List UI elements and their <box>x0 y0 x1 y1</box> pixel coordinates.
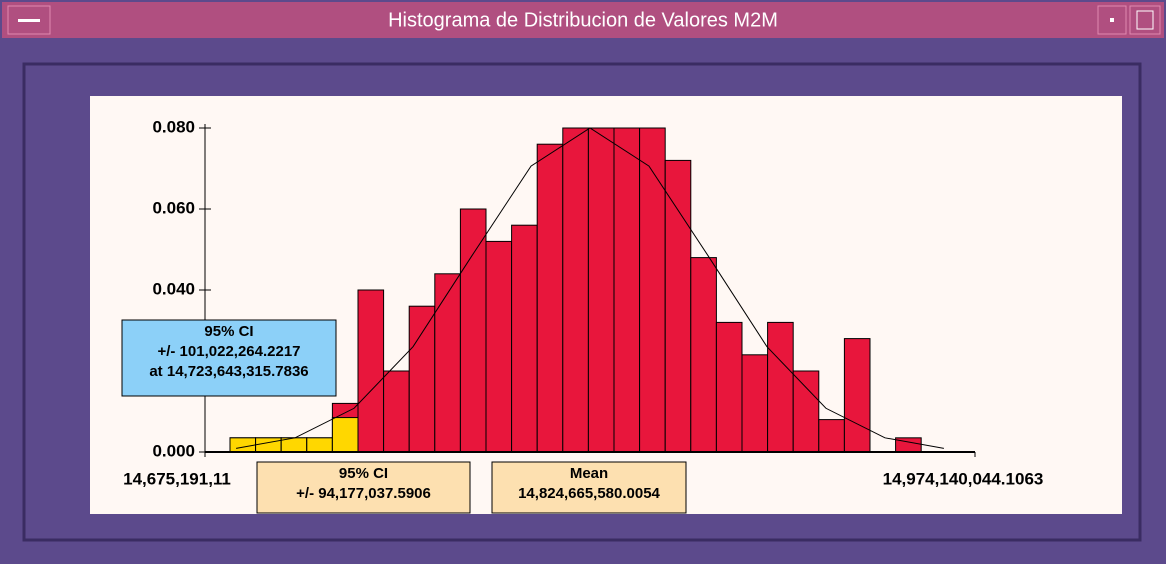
maximize-button[interactable] <box>1129 5 1161 35</box>
bar <box>639 127 666 453</box>
menu-button[interactable] <box>7 5 51 35</box>
bar <box>562 127 589 453</box>
x-tick-label: 14,974,140,044.1063 <box>883 469 1044 488</box>
minimize-icon <box>1110 18 1114 22</box>
bar <box>843 338 871 453</box>
bar <box>741 354 769 453</box>
bar <box>664 159 692 453</box>
annotation-text: 95% CI <box>339 465 388 482</box>
bar <box>767 321 794 453</box>
window-title: Histograma de Distribucion de Valores M2… <box>388 9 778 31</box>
bar <box>613 127 641 453</box>
tail-bar <box>306 437 333 453</box>
annotation-text: 14,824,665,580.0054 <box>518 485 660 502</box>
bar <box>792 370 820 453</box>
maximize-icon <box>1136 10 1154 30</box>
tail-bar <box>229 437 257 453</box>
y-tick-label: 0.080 <box>152 117 195 136</box>
bar <box>818 419 845 453</box>
y-tick-label: 0.060 <box>152 198 195 217</box>
bar <box>536 143 564 453</box>
bar <box>459 208 487 453</box>
bar <box>690 257 717 453</box>
annotation-text: Mean <box>570 465 608 482</box>
annotation-text: +/- 101,022,264.2217 <box>157 343 300 360</box>
bar <box>434 273 461 453</box>
bar <box>357 289 385 453</box>
annotation-box <box>491 461 687 514</box>
tail-bar <box>255 437 282 453</box>
tail-bar <box>331 417 359 453</box>
annotation-box <box>121 319 337 397</box>
bar <box>715 321 743 453</box>
menu-icon <box>18 19 40 22</box>
bar <box>408 305 436 453</box>
annotation-text: 95% CI <box>204 323 253 340</box>
bar <box>587 127 615 453</box>
fit-curve <box>236 127 944 449</box>
y-tick-label: 0.000 <box>152 441 195 460</box>
bar <box>511 224 538 453</box>
bar <box>383 370 410 453</box>
annotation-text: at 14,723,643,315.7836 <box>149 363 308 380</box>
plot: 0.0000.0200.0400.0600.08014,675,191,1114… <box>121 117 1044 514</box>
x-tick-label: 14,675,191,11 <box>123 469 231 488</box>
title-bar <box>2 2 1164 38</box>
y-tick-label: 0.040 <box>152 279 195 298</box>
annotation-box <box>256 461 471 514</box>
annotation-text: +/- 94,177,037.5906 <box>296 485 431 502</box>
bar <box>485 240 513 453</box>
